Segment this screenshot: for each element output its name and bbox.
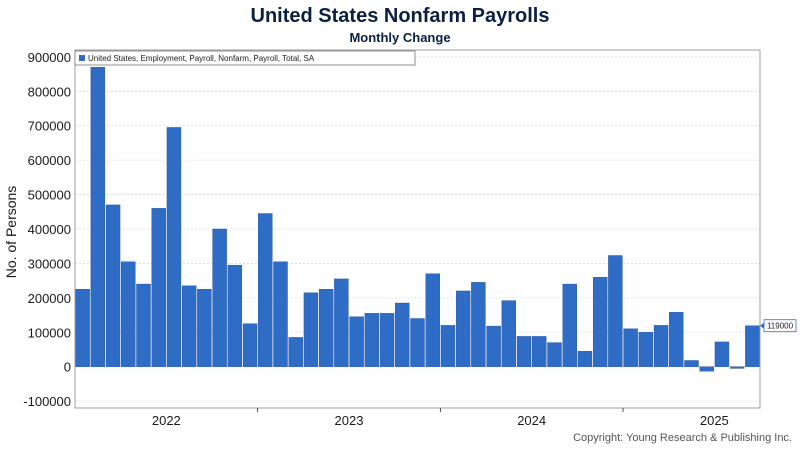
bar	[151, 208, 166, 367]
bar	[425, 273, 440, 367]
bar	[699, 366, 714, 372]
bar	[440, 325, 456, 367]
bar	[75, 289, 90, 367]
bar	[471, 282, 486, 367]
y-tick-label: 200000	[28, 291, 71, 306]
copyright-notice: Copyright: Young Research & Publishing I…	[573, 432, 792, 444]
bar	[303, 292, 319, 367]
y-tick-label: 700000	[28, 119, 71, 134]
bar	[684, 360, 699, 367]
bar	[669, 312, 684, 367]
y-tick-label: 900000	[28, 50, 71, 65]
last-value-text: 119000	[767, 322, 794, 331]
bar	[562, 283, 577, 367]
y-axis-label: No. of Persons	[3, 186, 19, 279]
x-tick-label: 2024	[517, 413, 546, 428]
y-tick-label: 400000	[28, 222, 71, 237]
bar-series	[75, 67, 760, 372]
x-tick-label: 2025	[700, 413, 729, 428]
bar	[714, 341, 730, 367]
bar	[653, 325, 669, 367]
bar	[318, 289, 334, 367]
bar	[258, 213, 273, 367]
bar	[288, 337, 303, 367]
y-tick-label: 100000	[28, 325, 71, 340]
bar	[379, 313, 395, 367]
last-value-pointer	[760, 322, 764, 329]
bar	[349, 316, 364, 367]
bar	[638, 332, 654, 367]
axes: -100000 0 100000 200000 300000 400000 500000 60…	[23, 49, 761, 428]
legend-entry: United States, Employment, Payroll, Nonf…	[88, 54, 315, 63]
last-value-callout: 119000	[760, 319, 797, 333]
legend: United States, Employment, Payroll, Nonf…	[74, 50, 416, 66]
bar	[136, 283, 151, 367]
legend-swatch	[79, 55, 85, 61]
x-tick-label: 2023	[335, 413, 364, 428]
x-tick-label: 2022	[152, 413, 181, 428]
bar	[516, 336, 532, 367]
bar	[623, 328, 638, 367]
y-tick-label: 600000	[28, 153, 71, 168]
y-tick-label: 0	[64, 360, 71, 375]
bar	[273, 261, 288, 367]
bar	[577, 351, 593, 367]
bar	[242, 323, 258, 367]
bar	[410, 318, 425, 367]
bar	[364, 313, 380, 367]
bar	[455, 290, 471, 367]
bar	[121, 261, 136, 367]
plot-frame	[74, 49, 761, 409]
bar	[532, 336, 547, 367]
bar	[729, 366, 745, 369]
bar	[181, 285, 197, 367]
bar	[90, 67, 106, 367]
bar	[547, 342, 562, 367]
bar	[501, 300, 517, 367]
bar	[227, 264, 243, 367]
y-tick-label: 500000	[28, 188, 71, 203]
bar	[745, 325, 760, 367]
bar	[592, 276, 608, 367]
chart-title: United States Nonfarm Payrolls	[250, 5, 550, 27]
bar	[395, 302, 410, 367]
bar	[212, 228, 227, 367]
chart-subtitle: Monthly Change	[349, 30, 451, 45]
bar	[166, 127, 182, 367]
bar	[608, 255, 623, 367]
y-tick-label: 800000	[28, 84, 71, 99]
bar	[486, 325, 501, 367]
y-tick-label: 300000	[28, 256, 71, 271]
y-tick-label: -100000	[23, 394, 71, 409]
bar	[197, 289, 212, 367]
legend-box	[74, 50, 416, 66]
bar	[105, 204, 121, 367]
bar	[334, 278, 349, 367]
